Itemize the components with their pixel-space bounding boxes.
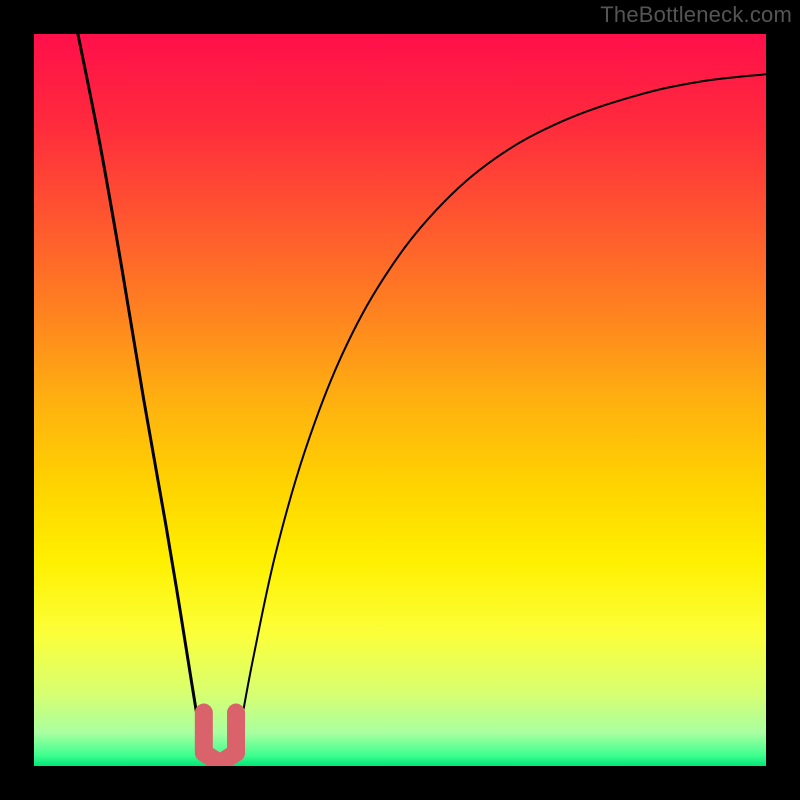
curve-layer	[34, 34, 766, 766]
bottleneck-u-marker	[204, 713, 236, 764]
plot-area	[34, 34, 766, 766]
watermark-text: TheBottleneck.com	[600, 2, 792, 28]
left-curve	[78, 34, 205, 751]
chart-frame: TheBottleneck.com	[0, 0, 800, 800]
right-curve	[235, 74, 766, 751]
